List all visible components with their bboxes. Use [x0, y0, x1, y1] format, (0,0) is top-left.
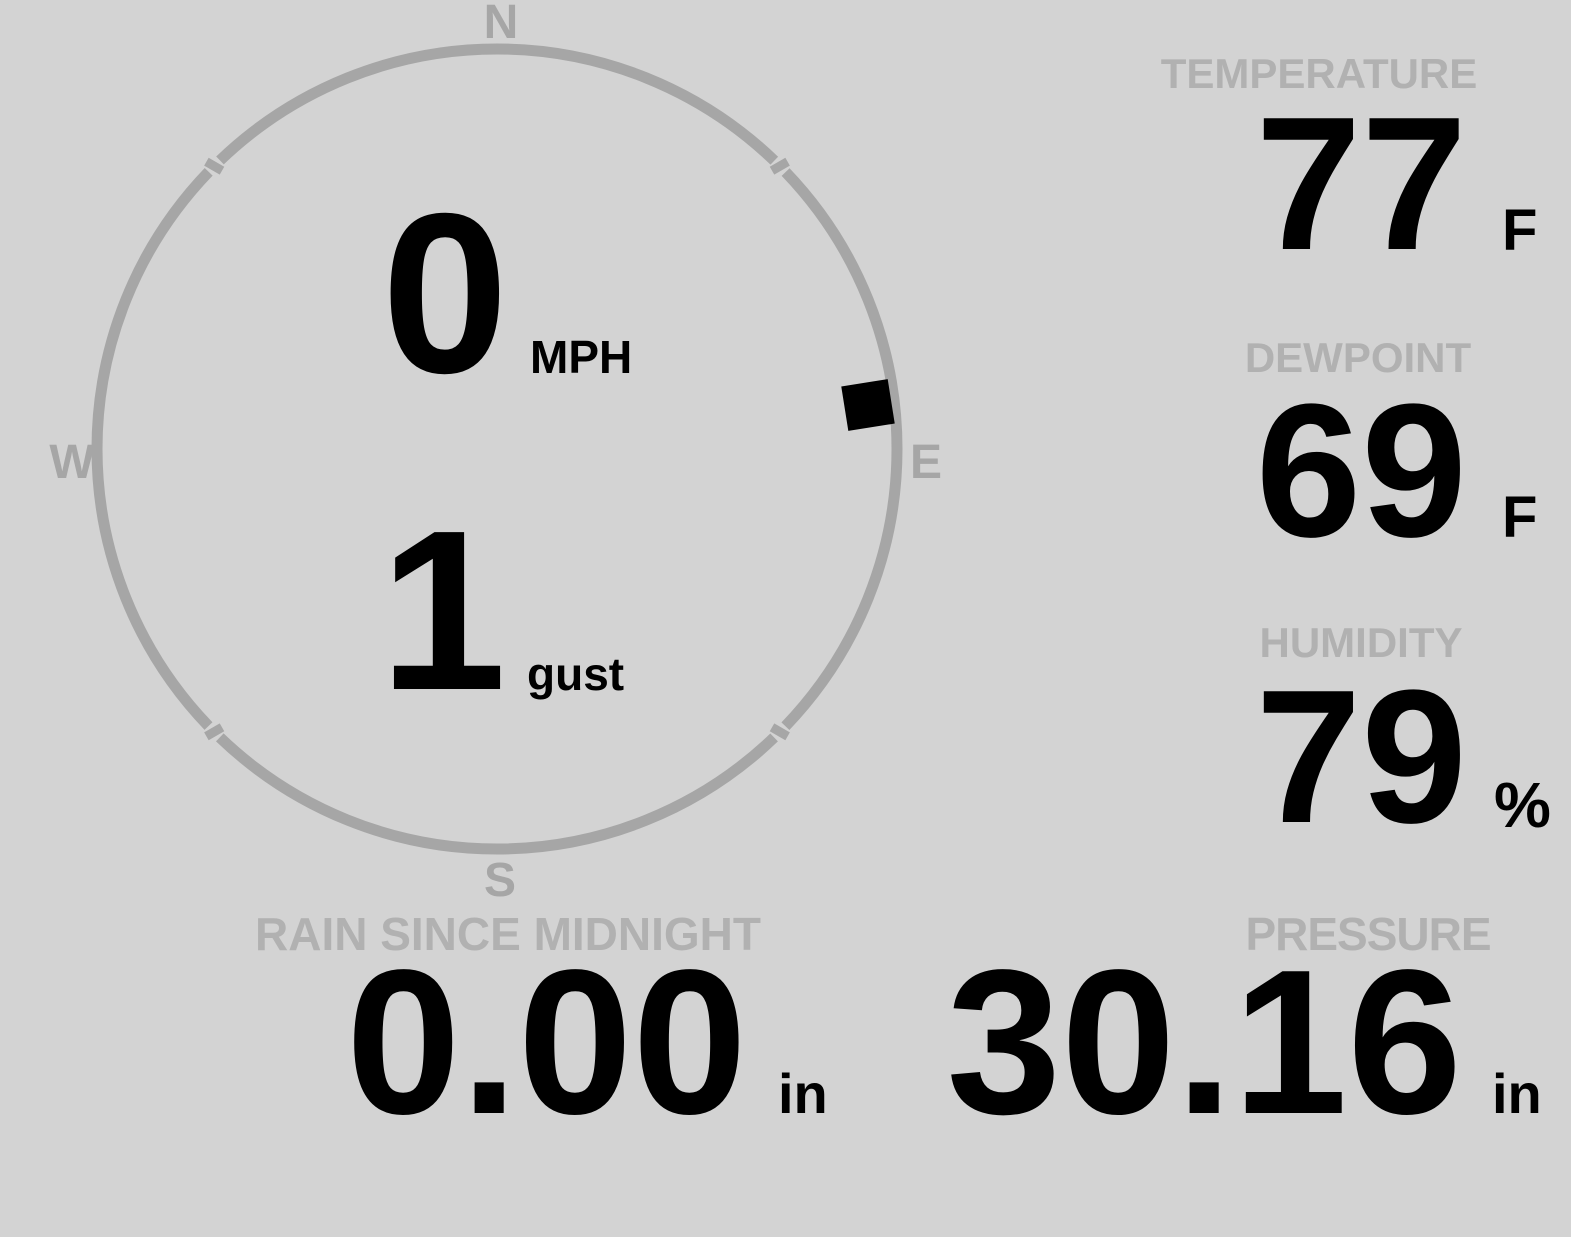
- wind-speed-value: 0: [381, 167, 509, 421]
- compass-south-label: S: [483, 854, 517, 907]
- humidity-unit: %: [1494, 769, 1551, 841]
- rain-value: 0.00: [346, 927, 747, 1157]
- temperature-value: 77: [1255, 78, 1467, 290]
- compass-north-label: N: [483, 0, 519, 49]
- humidity-value: 79: [1255, 651, 1467, 863]
- rain-unit: in: [778, 1062, 828, 1125]
- humidity-label: HUMIDITY: [1259, 619, 1463, 666]
- compass-east-label: E: [909, 436, 943, 489]
- dewpoint-value: 69: [1255, 365, 1467, 577]
- wind-gust-value: 1: [379, 484, 507, 738]
- wind-speed-unit: MPH: [530, 331, 633, 383]
- dewpoint-unit: F: [1502, 485, 1538, 550]
- compass-west-label: W: [49, 436, 95, 489]
- dewpoint-label: DEWPOINT: [1244, 334, 1472, 381]
- pressure-unit: in: [1492, 1062, 1542, 1125]
- pressure-label: PRESSURE: [1245, 908, 1491, 960]
- wind-gust-unit: gust: [527, 648, 625, 700]
- pressure-value: 30.16: [946, 927, 1462, 1157]
- compass-intercardinal-ticks: [204, 157, 790, 741]
- temperature-unit: F: [1502, 198, 1538, 263]
- wind-direction-marker-icon: [841, 379, 895, 431]
- compass-ring: [91, 43, 903, 855]
- rain-label: RAIN SINCE MIDNIGHT: [255, 908, 761, 960]
- temperature-label: TEMPERATURE: [1160, 50, 1478, 97]
